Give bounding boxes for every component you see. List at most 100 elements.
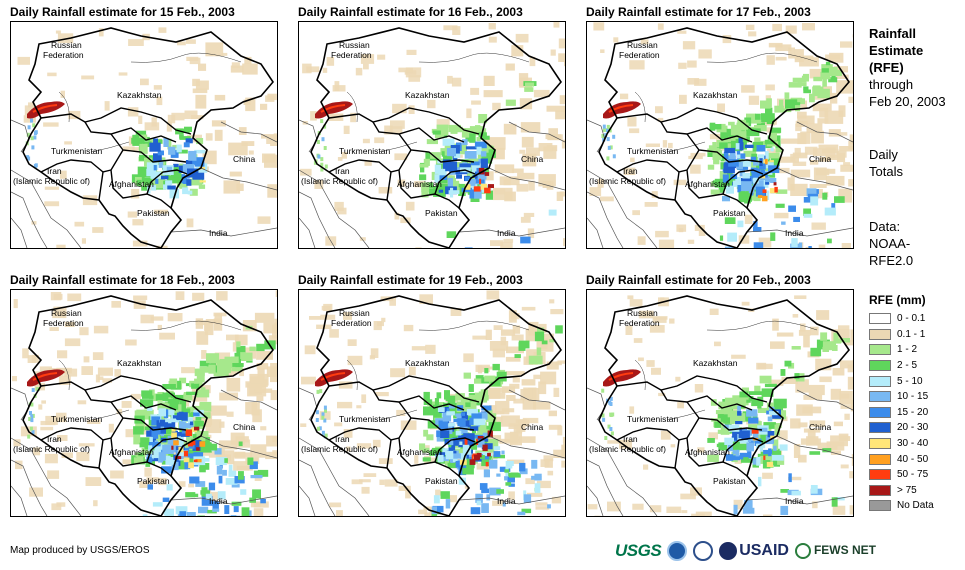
map-label: Pakistan — [425, 208, 458, 218]
credit-text: Map produced by USGS/EROS — [10, 545, 150, 556]
usaid-logo: USAID — [719, 541, 789, 560]
legend-label: 30 - 40 — [897, 438, 929, 450]
map-label: Federation — [619, 318, 660, 328]
legend-item: 0 - 0.1 — [869, 311, 965, 327]
rainfall-map: Russian Federation Kazakhstan Turkmenistan C… — [298, 289, 566, 517]
sidebar-totals: Daily Totals — [869, 146, 903, 180]
map-label: Turkmenistan — [51, 414, 102, 424]
map-label: Afghanistan — [109, 179, 154, 189]
map-label: India — [209, 496, 228, 506]
globe-icon — [794, 543, 811, 559]
map-label: (Islamic Republic of) — [13, 176, 90, 186]
legend-swatch — [869, 391, 891, 403]
legend-label: 50 - 75 — [897, 469, 929, 481]
usaid-seal-icon — [719, 541, 738, 560]
panel-title: Daily Rainfall estimate for 19 Feb., 200… — [298, 273, 523, 287]
map-label: Pakistan — [137, 476, 170, 486]
map-label: (Islamic Republic of) — [301, 176, 378, 186]
noaa-logo-icon — [667, 541, 688, 561]
sidebar-data-source: Data: NOAA- RFE2.0 — [869, 218, 913, 269]
legend-swatch — [869, 469, 891, 481]
legend-swatch — [869, 484, 891, 496]
map-label: India — [497, 496, 516, 506]
map-label: Pakistan — [713, 476, 746, 486]
legend-item: 15 - 20 — [869, 405, 965, 421]
map-label: Federation — [43, 318, 84, 328]
map-label: (Islamic Republic of) — [589, 176, 666, 186]
totals-line-2: Totals — [869, 164, 903, 179]
map-label: Turkmenistan — [51, 146, 102, 156]
hhs-logo-icon — [693, 541, 714, 561]
legend-swatch — [869, 375, 891, 387]
map-label: Kazakhstan — [693, 90, 738, 100]
rainfall-map: Russian Federation Kazakhstan Turkmenistan C… — [586, 21, 854, 249]
map-label: India — [785, 496, 804, 506]
data-line-2: NOAA- — [869, 236, 911, 251]
map-label: Federation — [43, 50, 84, 60]
map-label: (Islamic Republic of) — [589, 444, 666, 454]
legend-item: > 75 — [869, 483, 965, 499]
panel-title: Daily Rainfall estimate for 18 Feb., 200… — [10, 273, 235, 287]
legend-swatch — [869, 422, 891, 434]
legend-item: 10 - 15 — [869, 389, 965, 405]
map-label: Iran — [623, 166, 638, 176]
map-label: Pakistan — [137, 208, 170, 218]
usgs-logo: USGS — [615, 541, 662, 560]
legend-item: 2 - 5 — [869, 358, 965, 374]
legend-item: No Data — [869, 498, 965, 514]
map-label: Federation — [331, 318, 372, 328]
rainfall-map: Russian Federation Kazakhstan Turkmenistan C… — [10, 289, 278, 517]
legend-item: 40 - 50 — [869, 451, 965, 467]
fews-net-logo: FEWS NET — [794, 543, 876, 559]
legend-item: 0.1 - 1 — [869, 327, 965, 343]
map-label: Afghanistan — [397, 179, 442, 189]
map-label: Iran — [335, 434, 350, 444]
map-label: Iran — [47, 166, 62, 176]
totals-line-1: Daily — [869, 147, 898, 162]
map-label: Kazakhstan — [405, 358, 450, 368]
legend-label: 5 - 10 — [897, 375, 923, 387]
map-label: Iran — [623, 434, 638, 444]
panel-title: Daily Rainfall estimate for 17 Feb., 200… — [586, 5, 811, 19]
map-label: China — [521, 154, 543, 164]
fews-net-logo-text: FEWS NET — [813, 543, 876, 558]
map-label: China — [521, 422, 543, 432]
legend-label: 0 - 0.1 — [897, 313, 926, 325]
through-line-1: through — [869, 77, 914, 92]
legend: RFE (mm) 0 - 0.1 0.1 - 1 1 - 2 2 - 5 5 - 10 1… — [869, 293, 965, 514]
map-label: Russian — [339, 308, 370, 318]
map-label: Turkmenistan — [339, 414, 390, 424]
map-label: Afghanistan — [109, 447, 154, 457]
map-label: Federation — [331, 50, 372, 60]
map-label: India — [209, 228, 228, 238]
map-label: India — [785, 228, 804, 238]
legend-label: 10 - 15 — [897, 391, 929, 403]
rainfall-map: Russian Federation Kazakhstan Turkmenistan C… — [586, 289, 854, 517]
map-label: Pakistan — [713, 208, 746, 218]
map-label: China — [809, 154, 831, 164]
legend-item: 30 - 40 — [869, 436, 965, 452]
legend-label: 2 - 5 — [897, 360, 918, 372]
map-label: China — [233, 422, 255, 432]
legend-swatch — [869, 453, 891, 465]
legend-swatch — [869, 313, 891, 325]
map-label: Kazakhstan — [117, 90, 162, 100]
data-line-3: RFE2.0 — [869, 253, 914, 268]
legend-swatch — [869, 328, 891, 340]
map-label: Kazakhstan — [117, 358, 162, 368]
legend-swatch — [869, 344, 891, 356]
legend-swatch — [869, 438, 891, 450]
map-label: Afghanistan — [685, 447, 730, 457]
legend-label: 1 - 2 — [897, 344, 918, 356]
panel-title: Daily Rainfall estimate for 20 Feb., 200… — [586, 273, 811, 287]
map-label: Afghanistan — [397, 447, 442, 457]
map-label: Turkmenistan — [627, 414, 678, 424]
map-label: Russian — [627, 308, 658, 318]
through-line-2: Feb 20, 2003 — [869, 94, 946, 109]
map-label: Kazakhstan — [405, 90, 450, 100]
map-label: Russian — [627, 40, 658, 50]
legend-item: 50 - 75 — [869, 467, 965, 483]
sidebar-title: Rainfall Estimate (RFE) through Feb 20, … — [869, 25, 946, 110]
map-label: Iran — [335, 166, 350, 176]
map-label: Federation — [619, 50, 660, 60]
